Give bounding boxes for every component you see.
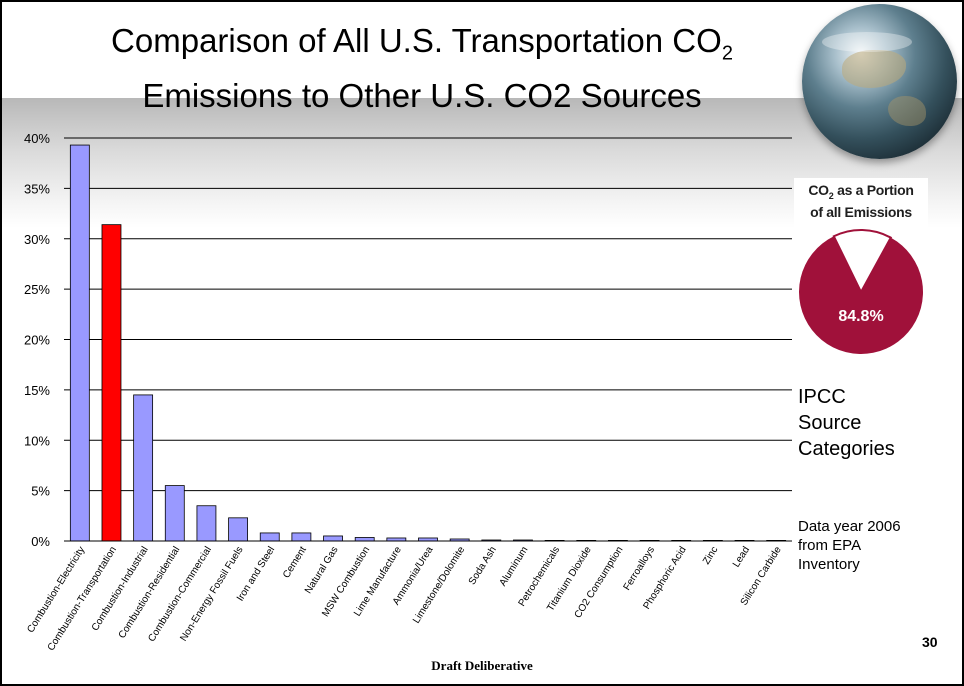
data-year-line: Data year 2006 xyxy=(798,518,901,535)
y-tick-label: 10% xyxy=(24,433,50,448)
bar-natural-gas xyxy=(323,535,343,542)
x-tick-label: Combustion-Commercial xyxy=(146,545,214,644)
co2-portion-inset: CO2 as a Portion of all Emissions 84.8% xyxy=(794,178,928,366)
bar-combustion-electricity xyxy=(69,144,90,542)
inset-title-line2: of all Emissions xyxy=(810,203,912,220)
ipcc-line: IPCC xyxy=(798,386,846,408)
bar-combustion-residential xyxy=(164,485,185,542)
title-line1: Comparison of All U.S. Transportation CO xyxy=(111,22,722,59)
y-tick-label: 30% xyxy=(24,232,50,247)
ipcc-source-categories-note: IPCC Source Categories xyxy=(798,384,938,462)
page-number: 30 xyxy=(922,634,938,650)
x-tick-label: Soda Ash xyxy=(467,545,499,587)
x-tick-label: Ferroalloys xyxy=(622,545,658,593)
y-tick-label: 40% xyxy=(24,131,50,146)
globe-land-shape xyxy=(888,96,926,126)
bar-iron-and-steel xyxy=(259,532,280,542)
globe-icon xyxy=(802,4,957,159)
grid-lines xyxy=(64,137,792,492)
title-line2: Emissions to Other U.S. CO2 Sources xyxy=(142,76,702,114)
bar-combustion-industrial xyxy=(133,394,154,542)
data-year-line: Inventory xyxy=(798,556,860,573)
x-tick-label: Non-Energy Fossil Fuels xyxy=(178,545,245,644)
bar-non-energy-fossil-fuels xyxy=(228,517,248,542)
ipcc-line: Source xyxy=(798,412,862,434)
x-tick-label: Cement xyxy=(281,545,309,581)
x-tick-label: Combustion-Residential xyxy=(117,545,183,641)
data-year-note: Data year 2006 from EPA Inventory xyxy=(798,517,948,574)
inset-title-subscript: 2 xyxy=(828,190,834,201)
bar-cement xyxy=(291,532,312,542)
y-tick-label: 25% xyxy=(24,282,50,297)
y-tick-label: 0% xyxy=(31,534,50,549)
pie-slice-co2 xyxy=(799,236,923,354)
y-axis-tick-labels: 0% 5% 10% 15% 20% 25% 30% 35% 40% xyxy=(24,131,50,549)
pie-chart: 84.8% xyxy=(799,229,923,354)
x-tick-label: Zinc xyxy=(701,545,720,567)
y-tick-label: 35% xyxy=(24,181,50,196)
title-line1-subscript: 2 xyxy=(721,42,733,65)
inset-title: CO2 as a Portion of all Emissions xyxy=(794,182,928,220)
bars xyxy=(69,144,787,542)
bar-combustion-commercial xyxy=(196,505,217,542)
slide-title: Comparison of All U.S. Transportation CO… xyxy=(42,20,802,117)
ipcc-line: Categories xyxy=(798,438,895,460)
y-tick-label: 15% xyxy=(24,383,50,398)
x-axis-tick-labels: Combustion-ElectricityCombustion-Transpo… xyxy=(25,544,784,653)
y-tick-label: 5% xyxy=(31,484,50,499)
y-tick-label: 20% xyxy=(24,333,50,348)
footer-label: Draft Deliberative xyxy=(431,658,533,673)
inset-title-suffix: as a Portion xyxy=(833,182,914,198)
x-tick-label: Lead xyxy=(731,545,752,570)
globe-cloud-shape xyxy=(822,32,912,52)
inset-title-prefix: CO xyxy=(808,182,829,198)
x-tick-label: Combustion-Electricity xyxy=(25,545,87,635)
bar-msw-combustion xyxy=(354,537,375,542)
data-year-line: from EPA xyxy=(798,537,862,554)
x-tick-label: Aluminum xyxy=(498,545,531,589)
bar-combustion-transportation xyxy=(101,224,122,542)
pie-value-label: 84.8% xyxy=(838,308,883,325)
x-tick-label: Combustion-Industrial xyxy=(90,545,151,633)
pie-slice-other xyxy=(832,229,893,295)
